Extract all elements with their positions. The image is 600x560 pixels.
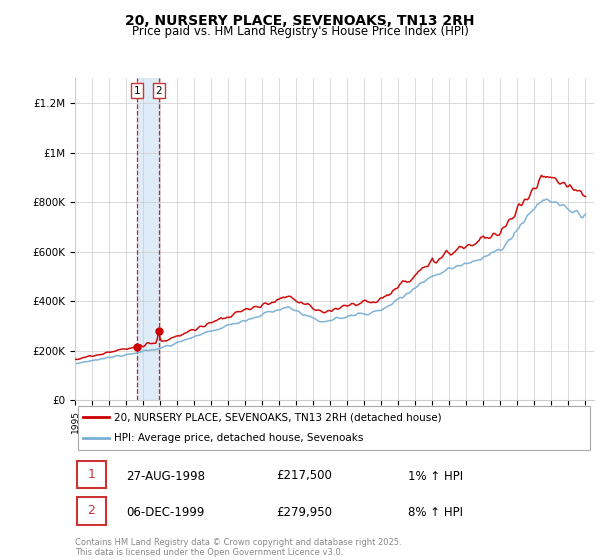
- Text: 20, NURSERY PLACE, SEVENOAKS, TN13 2RH: 20, NURSERY PLACE, SEVENOAKS, TN13 2RH: [125, 14, 475, 28]
- Text: 1: 1: [134, 86, 140, 96]
- FancyBboxPatch shape: [77, 497, 106, 525]
- Text: £279,950: £279,950: [276, 506, 332, 519]
- Text: Contains HM Land Registry data © Crown copyright and database right 2025.
This d: Contains HM Land Registry data © Crown c…: [75, 538, 401, 557]
- Bar: [137, 78, 159, 400]
- Text: 2: 2: [88, 505, 95, 517]
- Text: HPI: Average price, detached house, Sevenoaks: HPI: Average price, detached house, Seve…: [114, 433, 364, 444]
- Text: £217,500: £217,500: [276, 469, 332, 483]
- Text: 2: 2: [155, 86, 162, 96]
- Text: Price paid vs. HM Land Registry's House Price Index (HPI): Price paid vs. HM Land Registry's House …: [131, 25, 469, 38]
- FancyBboxPatch shape: [77, 461, 106, 488]
- Text: 1: 1: [88, 468, 95, 481]
- Text: 27-AUG-1998: 27-AUG-1998: [126, 469, 205, 483]
- Text: 06-DEC-1999: 06-DEC-1999: [126, 506, 205, 519]
- Text: 8% ↑ HPI: 8% ↑ HPI: [408, 506, 463, 519]
- Text: 1% ↑ HPI: 1% ↑ HPI: [408, 469, 463, 483]
- Text: 20, NURSERY PLACE, SEVENOAKS, TN13 2RH (detached house): 20, NURSERY PLACE, SEVENOAKS, TN13 2RH (…: [114, 412, 442, 422]
- FancyBboxPatch shape: [77, 406, 590, 450]
